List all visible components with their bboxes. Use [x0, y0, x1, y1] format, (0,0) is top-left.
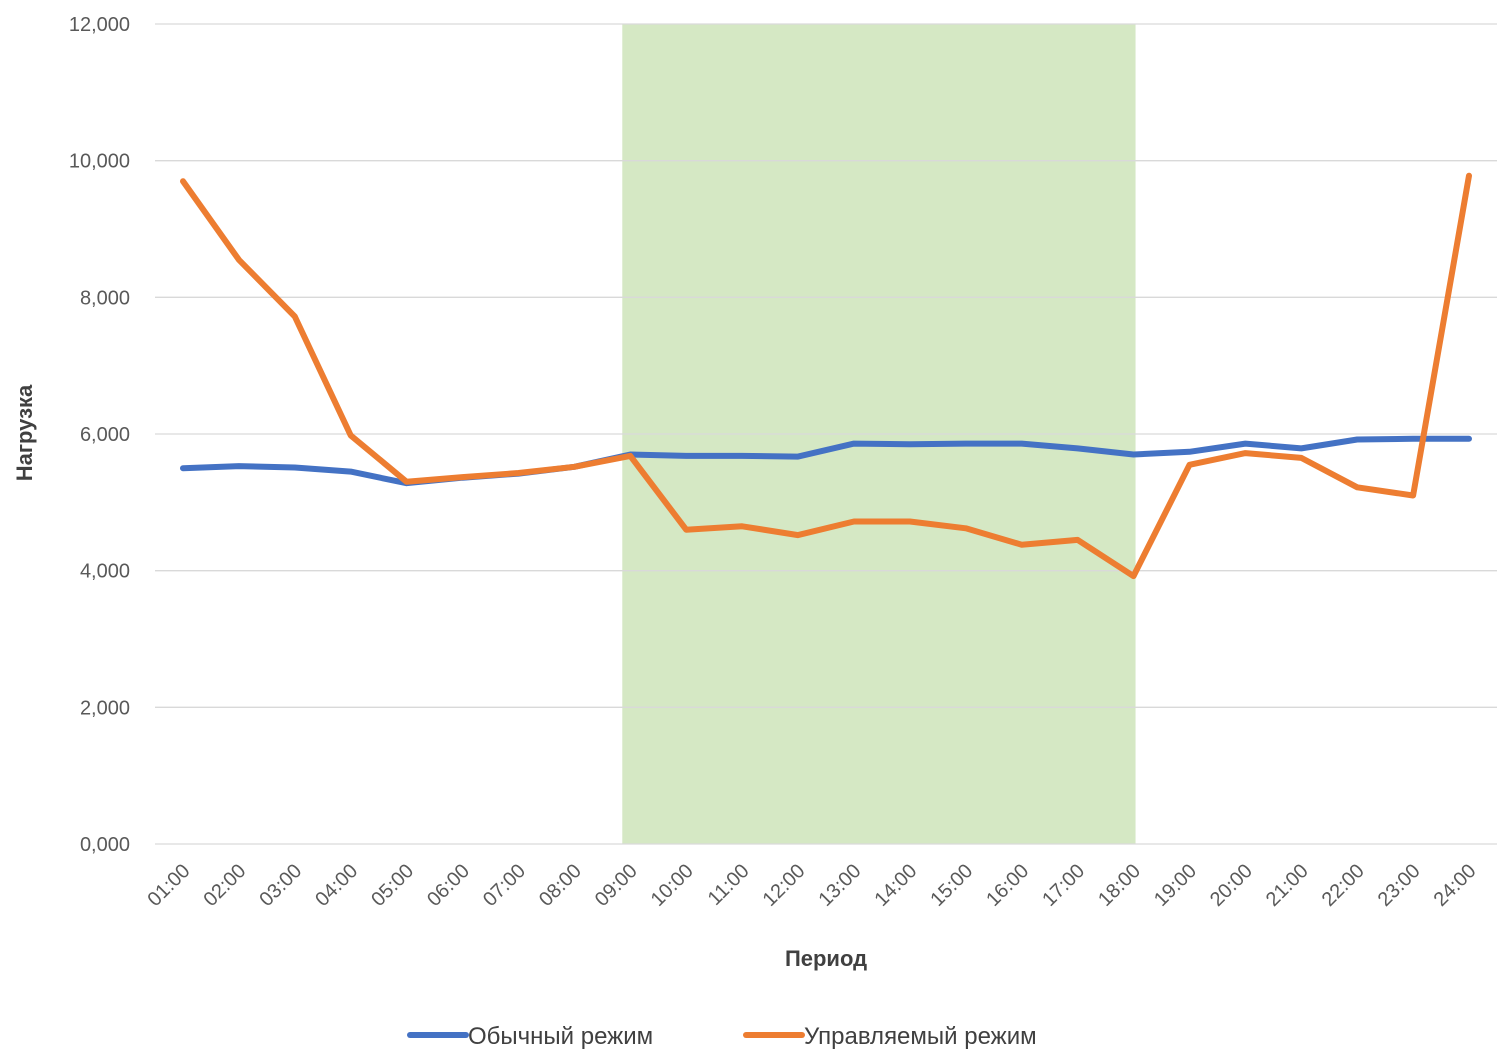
y-tick-label: 2,000 [80, 697, 130, 719]
x-tick-label: 14:00 [870, 860, 921, 911]
x-tick-label: 03:00 [255, 860, 306, 911]
y-tick-label: 12,000 [69, 14, 130, 36]
x-tick-label: 24:00 [1430, 860, 1481, 911]
x-tick-label: 13:00 [815, 860, 866, 911]
y-tick-label: 0,000 [80, 834, 130, 856]
x-tick-label: 10:00 [647, 860, 698, 911]
x-tick-label: 16:00 [982, 860, 1033, 911]
x-axis-title: Период [785, 946, 867, 971]
x-tick-label: 01:00 [144, 860, 195, 911]
x-tick-label: 22:00 [1318, 860, 1369, 911]
series-line-1 [180, 435, 1472, 487]
x-tick-label: 12:00 [759, 860, 810, 911]
legend-label-1: Обычный режим [468, 1023, 653, 1050]
x-tick-label: 11:00 [704, 860, 754, 910]
x-tick-label: 23:00 [1374, 860, 1425, 911]
y-tick-label: 6,000 [80, 424, 130, 446]
y-tick-label: 8,000 [80, 287, 130, 309]
x-tick-label: 05:00 [367, 860, 418, 911]
x-tick-label: 19:00 [1150, 860, 1201, 911]
x-tick-label: 04:00 [311, 860, 362, 911]
x-tick-label: 08:00 [535, 860, 586, 911]
y-axis-ticks: 0,000 2,000 4,000 6,000 8,000 10,000 12,000 [69, 14, 130, 856]
x-tick-label: 02:00 [199, 860, 250, 911]
legend-label-2: Управляемый режим [804, 1023, 1037, 1050]
x-tick-label: 09:00 [591, 860, 642, 911]
x-tick-label: 07:00 [479, 860, 530, 911]
gridlines [155, 23, 1497, 845]
legend: Обычный режим Управляемый режим [407, 1023, 1037, 1050]
x-tick-label: 06:00 [423, 860, 474, 911]
x-tick-label: 21:00 [1262, 860, 1313, 911]
x-tick-label: 18:00 [1094, 860, 1145, 911]
x-tick-label: 15:00 [926, 860, 977, 911]
x-axis-ticks: 01:00 02:00 03:00 04:00 05:00 06:00 07:00 08:00… [144, 860, 1481, 911]
y-tick-label: 10,000 [69, 151, 130, 173]
series-line-2 [180, 172, 1472, 580]
series-lines [180, 172, 1472, 580]
y-axis-title: Нагрузка [12, 384, 37, 481]
y-tick-label: 4,000 [80, 561, 130, 583]
x-tick-label: 17:00 [1038, 860, 1089, 911]
x-tick-label: 20:00 [1206, 860, 1257, 911]
